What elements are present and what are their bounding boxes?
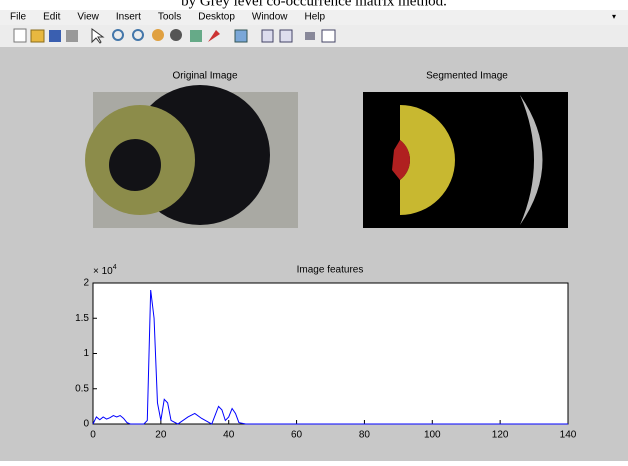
x-tick-label: 40 (223, 430, 235, 441)
tool-icon[interactable] (91, 28, 105, 44)
tool-icon[interactable] (66, 30, 78, 42)
data-line (92, 289, 568, 425)
menu-item[interactable]: Tools (158, 12, 181, 23)
y-tick-label: 1 (83, 348, 89, 359)
tool-icon[interactable] (49, 30, 61, 42)
tool-icon[interactable] (170, 29, 182, 41)
tool-icon[interactable] (234, 29, 248, 43)
menu-item[interactable]: Desktop (198, 12, 235, 23)
x-tick-label: 120 (492, 430, 509, 441)
menu-item[interactable]: View (77, 12, 99, 23)
x-tick-label: 0 (90, 430, 96, 441)
menu-bar (0, 10, 628, 25)
x-tick-label: 80 (359, 430, 371, 441)
y-tick-label: 0.5 (75, 383, 89, 394)
y-tick-label: 2 (83, 278, 89, 289)
plot-area (92, 282, 569, 425)
tool-icon[interactable] (321, 29, 336, 43)
menu-item[interactable]: Window (252, 12, 288, 23)
tool-icon[interactable] (279, 29, 293, 43)
tool-icon[interactable] (13, 28, 27, 43)
x-tick-label: 20 (155, 430, 167, 441)
y-exponent-base: × 10 (93, 266, 113, 277)
x-tick-label: 60 (291, 430, 303, 441)
x-tick-label: 100 (424, 430, 441, 441)
tool-icon[interactable] (152, 29, 164, 41)
caption: by Grey level co-occurrence matrix metho… (181, 0, 447, 9)
tool-icon[interactable] (208, 30, 220, 42)
tool-icon[interactable] (112, 29, 124, 41)
menu-arrow[interactable]: ▾ (612, 12, 616, 21)
menu-item[interactable]: Help (305, 12, 326, 23)
tool-icon[interactable] (305, 32, 315, 40)
panel-title: Original Image (172, 71, 237, 82)
tool-icon[interactable] (261, 29, 274, 43)
y-exponent: × 104 (93, 264, 117, 277)
menu-item[interactable]: Edit (43, 12, 60, 23)
original-image (85, 85, 298, 228)
menu-item[interactable]: Insert (116, 12, 141, 23)
tool-icon[interactable] (190, 30, 202, 42)
chart-title: Image features (297, 265, 364, 276)
tool-icon[interactable] (30, 29, 45, 43)
toolbar-icons (13, 28, 336, 44)
menu-item[interactable]: File (10, 12, 27, 23)
panel-title: Segmented Image (426, 71, 508, 82)
y-tick-label: 1.5 (75, 313, 89, 324)
y-exponent-power: 4 (113, 264, 117, 271)
tool-icon[interactable] (132, 29, 144, 41)
segmented-image (363, 92, 568, 228)
x-tick-label: 140 (560, 430, 577, 441)
y-tick-label: 0 (83, 419, 89, 430)
